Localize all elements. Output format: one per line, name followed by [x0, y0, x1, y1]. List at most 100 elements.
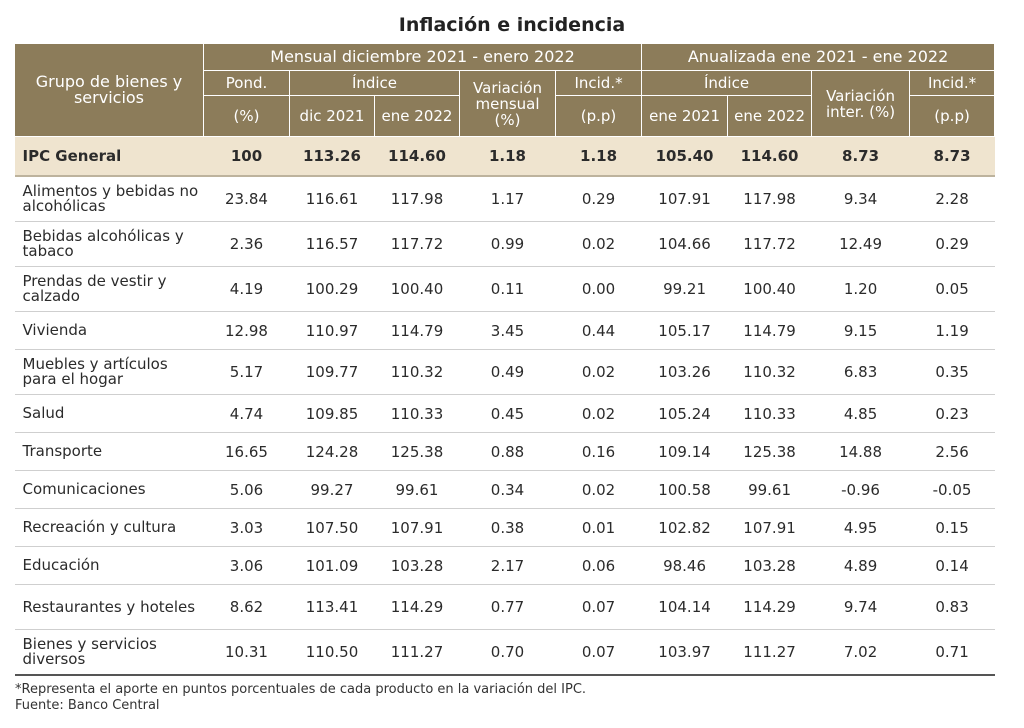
- cell-ene: 125.38: [374, 432, 460, 471]
- cell-incid: 0.07: [555, 629, 642, 676]
- cell-pond: 4.19: [203, 266, 290, 312]
- cell-incid: 0.02: [555, 349, 642, 395]
- cell-dic: 107.50: [289, 508, 375, 547]
- cell-annual-ene21: 102.82: [641, 508, 728, 547]
- cell-pond: 3.06: [203, 546, 290, 585]
- cell-annual-ene21: 99.21: [641, 266, 728, 312]
- cell-var: 2.17: [459, 546, 556, 585]
- cell-annual-incid: 8.73: [909, 136, 995, 177]
- cell-annual-ene21: 104.66: [641, 221, 728, 267]
- cell-ene: 99.61: [374, 470, 460, 509]
- cell-annual-var: 9.74: [811, 584, 910, 630]
- row-name: Comunicaciones: [14, 470, 204, 509]
- cell-annual-var: -0.96: [811, 470, 910, 509]
- cell-annual-ene22: 117.98: [727, 176, 812, 222]
- cell-annual-incid: 0.71: [909, 629, 995, 676]
- cell-incid: 0.44: [555, 311, 642, 350]
- table-row: Prendas de vestir y calzado 4.19 100.29 …: [14, 266, 995, 312]
- cell-dic: 109.85: [289, 394, 375, 433]
- table-row: Salud 4.74 109.85 110.33 0.45 0.02 105.2…: [14, 394, 995, 433]
- cell-annual-ene21: 109.14: [641, 432, 728, 471]
- cell-ene: 103.28: [374, 546, 460, 585]
- cell-dic: 100.29: [289, 266, 375, 312]
- cell-annual-ene21: 103.97: [641, 629, 728, 676]
- cell-incid: 0.16: [555, 432, 642, 471]
- cell-annual-incid: 0.35: [909, 349, 995, 395]
- cell-var: 0.34: [459, 470, 556, 509]
- cell-annual-var: 14.88: [811, 432, 910, 471]
- table-row: Muebles y artículos para el hogar 5.17 1…: [14, 349, 995, 395]
- cell-var: 0.49: [459, 349, 556, 395]
- monthly-group-header: Mensual diciembre 2021 - enero 2022: [202, 43, 643, 71]
- row-name: Alimentos y bebidas no alcohólicas: [14, 176, 204, 222]
- monthly-incid-unit-header: (p.p): [554, 95, 643, 137]
- cell-annual-incid: 2.28: [909, 176, 995, 222]
- cell-annual-incid: 0.23: [909, 394, 995, 433]
- cell-annual-ene22: 99.61: [727, 470, 812, 509]
- table-row: Educación 3.06 101.09 103.28 2.17 0.06 9…: [14, 546, 995, 585]
- table-row: Transporte 16.65 124.28 125.38 0.88 0.16…: [14, 432, 995, 471]
- cell-annual-ene22: 110.33: [727, 394, 812, 433]
- cell-dic: 101.09: [289, 546, 375, 585]
- cell-var: 0.99: [459, 221, 556, 267]
- row-name: Recreación y cultura: [14, 508, 204, 547]
- cell-annual-var: 4.89: [811, 546, 910, 585]
- cell-annual-ene22: 110.32: [727, 349, 812, 395]
- cell-incid: 0.02: [555, 394, 642, 433]
- cell-var: 0.11: [459, 266, 556, 312]
- cell-dic: 116.57: [289, 221, 375, 267]
- cell-pond: 8.62: [203, 584, 290, 630]
- cell-dic: 113.26: [289, 136, 375, 177]
- cell-ene: 114.29: [374, 584, 460, 630]
- row-name: IPC General: [14, 136, 204, 177]
- cell-var: 1.17: [459, 176, 556, 222]
- cell-ene: 111.27: [374, 629, 460, 676]
- monthly-variation-header: Variación mensual (%): [459, 70, 556, 137]
- cell-annual-var: 6.83: [811, 349, 910, 395]
- cell-dic: 110.50: [289, 629, 375, 676]
- cell-annual-incid: 0.29: [909, 221, 995, 267]
- cell-annual-var: 9.15: [811, 311, 910, 350]
- cell-ene: 107.91: [374, 508, 460, 547]
- cell-var: 0.77: [459, 584, 556, 630]
- cell-pond: 4.74: [203, 394, 290, 433]
- cell-annual-ene21: 103.26: [641, 349, 728, 395]
- row-name: Bebidas alcohólicas y tabaco: [14, 221, 204, 267]
- annual-incid-header: Incid.*: [909, 70, 996, 96]
- table-title: Inflación e incidencia: [398, 14, 626, 36]
- cell-annual-ene21: 107.91: [641, 176, 728, 222]
- cell-annual-incid: 0.83: [909, 584, 995, 630]
- footnote: *Representa el aporte en puntos porcentu…: [15, 682, 587, 697]
- pond-unit-header: (%): [203, 95, 290, 137]
- cell-annual-incid: 0.14: [909, 546, 995, 585]
- ene2022-header: ene 2022: [374, 95, 460, 137]
- dic2021-header: dic 2021: [289, 95, 375, 137]
- table-row: Alimentos y bebidas no alcohólicas 23.84…: [14, 176, 995, 222]
- cell-incid: 0.07: [555, 584, 642, 630]
- annual-variation-header: Variación inter. (%): [811, 70, 911, 137]
- cell-annual-incid: 0.05: [909, 266, 995, 312]
- cell-dic: 124.28: [289, 432, 375, 471]
- cell-ene: 114.60: [374, 136, 460, 177]
- monthly-incid-header: Incid.*: [554, 70, 643, 96]
- cell-annual-var: 12.49: [811, 221, 910, 267]
- cell-var: 1.18: [459, 136, 556, 177]
- cell-ene: 110.32: [374, 349, 460, 395]
- cell-pond: 2.36: [203, 221, 290, 267]
- cell-incid: 0.02: [555, 470, 642, 509]
- cell-annual-ene21: 98.46: [641, 546, 728, 585]
- cell-incid: 1.18: [555, 136, 642, 177]
- row-name: Muebles y artículos para el hogar: [14, 349, 204, 395]
- cell-annual-ene22: 117.72: [727, 221, 812, 267]
- cell-annual-ene21: 105.24: [641, 394, 728, 433]
- table-row: Restaurantes y hoteles 8.62 113.41 114.2…: [14, 584, 995, 630]
- cell-annual-ene21: 104.14: [641, 584, 728, 630]
- cell-pond: 23.84: [203, 176, 290, 222]
- row-name: Vivienda: [14, 311, 204, 350]
- table-row: Comunicaciones 5.06 99.27 99.61 0.34 0.0…: [14, 470, 995, 509]
- cell-annual-ene22: 103.28: [727, 546, 812, 585]
- cell-var: 0.70: [459, 629, 556, 676]
- cell-annual-ene22: 107.91: [727, 508, 812, 547]
- cell-annual-ene21: 100.58: [641, 470, 728, 509]
- cell-annual-ene22: 125.38: [727, 432, 812, 471]
